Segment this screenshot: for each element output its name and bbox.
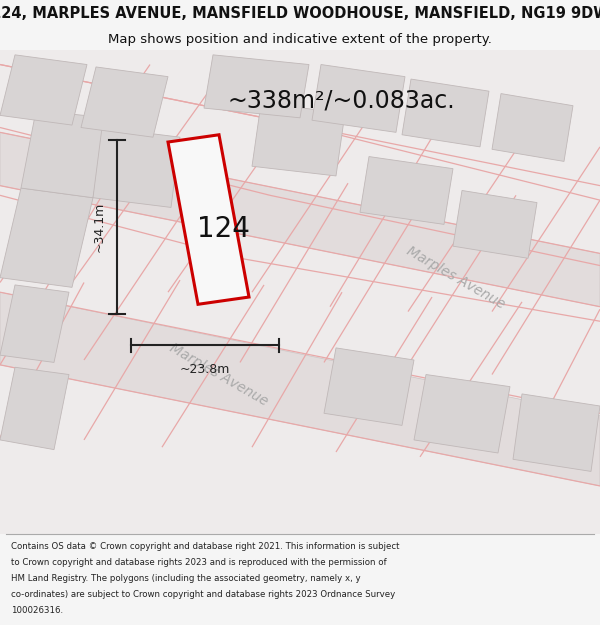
Text: co-ordinates) are subject to Crown copyright and database rights 2023 Ordnance S: co-ordinates) are subject to Crown copyr… [11, 590, 395, 599]
Text: 124: 124 [197, 215, 250, 243]
Polygon shape [0, 188, 93, 288]
Polygon shape [0, 55, 87, 125]
Polygon shape [360, 156, 453, 224]
Polygon shape [492, 94, 573, 161]
Polygon shape [81, 67, 168, 137]
Text: ~23.8m: ~23.8m [180, 363, 230, 376]
Polygon shape [252, 103, 345, 176]
Polygon shape [0, 132, 600, 307]
Text: ~34.1m: ~34.1m [92, 202, 106, 252]
Polygon shape [0, 292, 600, 486]
Polygon shape [402, 79, 489, 147]
Polygon shape [324, 348, 414, 426]
Text: 100026316.: 100026316. [11, 606, 63, 615]
Text: Marples Avenue: Marples Avenue [404, 244, 508, 311]
Text: HM Land Registry. The polygons (including the associated geometry, namely x, y: HM Land Registry. The polygons (includin… [11, 574, 361, 583]
Polygon shape [168, 135, 249, 304]
Text: 124, MARPLES AVENUE, MANSFIELD WOODHOUSE, MANSFIELD, NG19 9DW: 124, MARPLES AVENUE, MANSFIELD WOODHOUSE… [0, 6, 600, 21]
Polygon shape [21, 111, 108, 198]
Polygon shape [0, 285, 69, 362]
Polygon shape [453, 191, 537, 258]
Polygon shape [0, 368, 69, 449]
Text: to Crown copyright and database rights 2023 and is reproduced with the permissio: to Crown copyright and database rights 2… [11, 558, 386, 567]
Polygon shape [414, 374, 510, 453]
Text: Map shows position and indicative extent of the property.: Map shows position and indicative extent… [108, 34, 492, 46]
Polygon shape [312, 64, 405, 132]
Polygon shape [513, 394, 600, 471]
Polygon shape [93, 127, 180, 208]
Text: ~338m²/~0.083ac.: ~338m²/~0.083ac. [228, 89, 455, 113]
Text: Contains OS data © Crown copyright and database right 2021. This information is : Contains OS data © Crown copyright and d… [11, 542, 400, 551]
Polygon shape [204, 55, 309, 118]
Text: Marples Avenue: Marples Avenue [167, 341, 271, 408]
